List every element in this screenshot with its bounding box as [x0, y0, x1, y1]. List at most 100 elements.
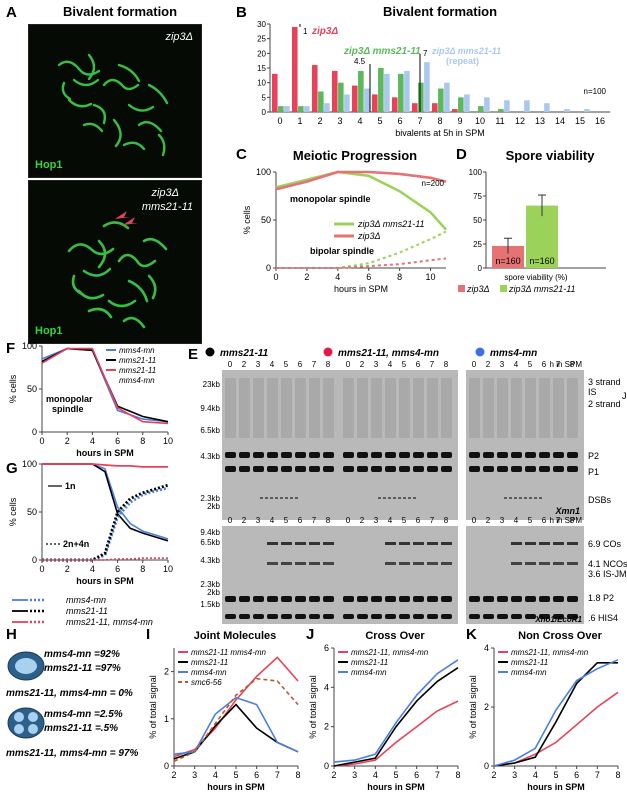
gel-bottom-right-label: 1.8 P2 [588, 593, 614, 603]
gel-hspm-bottom: h in SPM [550, 516, 583, 525]
gel-band-p1 [553, 466, 564, 472]
gel-band-co [441, 542, 452, 545]
chart-g-legend-3: mms21-11, mms4-mn [66, 617, 153, 626]
chart-g-ylabel: % cells [8, 497, 18, 526]
chart-f-mono-label-2: spindle [52, 404, 84, 414]
chart-b-bar [272, 73, 278, 112]
gel-lane-label: 0 [228, 360, 233, 369]
chart-b-bar [392, 97, 398, 112]
gel-band-nco [525, 562, 536, 565]
gel-band-his4 [281, 614, 292, 619]
h-line-3: mms21-11, mms4-mn = 0% [6, 688, 133, 699]
gel-band-p1 [371, 466, 382, 472]
panel-k-letter: K [466, 626, 477, 643]
chart-b-bar [452, 109, 458, 112]
chart-b-bar [352, 85, 358, 112]
panel-f-letter: F [6, 340, 16, 357]
gel-band-his4 [553, 614, 564, 619]
gel-band-his4 [385, 614, 396, 619]
chart-f-xlabel: hours in SPM [76, 448, 134, 458]
gel-lane-label: 8 [570, 516, 575, 525]
gel-band-p2-bottom [511, 596, 522, 602]
gel-band-co [511, 542, 522, 545]
micrograph-bottom-label-1: zip3Δ [151, 187, 179, 199]
chart-b-bar [424, 62, 430, 112]
gel-bottom-right-label: 3.6 IS-JM [588, 569, 627, 579]
gel-lane-label: 5 [284, 516, 289, 525]
gel-band-p2-bottom [239, 596, 250, 602]
gel-band-his4 [225, 614, 236, 619]
gel-top-size: 2.3kb [200, 494, 220, 503]
chart-i-series-line [173, 677, 299, 763]
gel-smear [267, 378, 278, 438]
gel-band-co [539, 542, 550, 545]
chart-d-bar [492, 245, 524, 268]
gel-lane-label: 7 [312, 360, 317, 369]
gel-band-p1 [469, 466, 480, 472]
gel-lane-label: 7 [430, 360, 435, 369]
chart-g-series-line [42, 463, 169, 540]
panel-b-title: Bivalent formation [382, 4, 498, 19]
chart-j-ytick-label: 4 [324, 682, 329, 692]
chart-b-bar [358, 70, 364, 112]
gel-lane-label: 2 [486, 360, 491, 369]
gel-lane-label: 7 [430, 516, 435, 525]
gel-band-p2 [553, 452, 564, 458]
gel-lane-label: 6 [542, 360, 547, 369]
gel-smear [567, 378, 578, 438]
gel-band-p2-bottom [281, 596, 292, 602]
chart-d-legend-swatch-2 [500, 285, 507, 292]
gel-lane-label: 3 [256, 516, 261, 525]
chart-j-xtick-label: 8 [455, 770, 460, 780]
chart-f-xtick-label: 0 [39, 436, 44, 446]
chart-d-legend-1: zip3Δ [466, 284, 490, 294]
chart-i-ylabel: % of total signal [148, 675, 158, 739]
chart-j-xtick-label: 6 [414, 770, 419, 780]
chart-j-xtick-label: 2 [331, 770, 336, 780]
chart-i-xtick-label: 3 [192, 770, 197, 780]
gel-band-co [427, 542, 438, 545]
gel-band-his4 [357, 614, 368, 619]
micrograph-bottom: zip3Δ mms21-11 Hop1 [28, 180, 202, 344]
gel-band-p2-bottom [539, 596, 550, 602]
chart-k-legend-3: mms4-mn [511, 668, 547, 677]
gel-header-dot [475, 347, 485, 357]
chart-k-ytick-label: 0 [484, 761, 489, 771]
gel-smear [385, 378, 396, 438]
gel-band-his4 [371, 614, 382, 619]
gel-band-p1 [497, 466, 508, 472]
gel-band-p2-bottom [469, 596, 480, 602]
chart-c-xtick-label: 0 [273, 272, 278, 282]
gel-lane-label: 5 [402, 516, 407, 525]
chart-i-xtick-label: 8 [295, 770, 300, 780]
gel-band-p2-bottom [225, 596, 236, 602]
gel-header-label: mms4-mn [490, 348, 537, 359]
chart-i-xlabel: hours in SPM [207, 782, 265, 792]
gel-band-p1 [511, 466, 522, 472]
gel-band-p2 [511, 452, 522, 458]
gel-band-p2-bottom [385, 596, 396, 602]
chart-k-series-line [493, 661, 618, 767]
chart-b-xtick-label: 9 [457, 116, 462, 126]
chart-b-bar [278, 106, 284, 112]
gel-band-his4 [469, 614, 480, 619]
chart-b-xlabel: bivalents at 5h in SPM [395, 128, 485, 138]
chart-k-ytick-label: 2 [484, 702, 489, 712]
chart-b-bar [404, 70, 410, 112]
gel-band-his4 [413, 614, 424, 619]
gel-band-p1 [385, 466, 396, 472]
chart-c-legend-2: zip3Δ [357, 231, 381, 241]
gel-band-p2 [483, 452, 494, 458]
gel-band-p2 [239, 452, 250, 458]
chart-b-bar [318, 91, 324, 112]
chart-b-bar [372, 94, 378, 112]
gel-smear [323, 378, 334, 438]
gel-band-p2 [225, 452, 236, 458]
chart-b-bar [478, 106, 484, 112]
gel-band-p1 [539, 466, 550, 472]
chart-b-bar [504, 100, 510, 112]
chart-g-series-line [42, 463, 168, 468]
gel-band-his4 [497, 614, 508, 619]
chart-b-bar [484, 97, 490, 112]
